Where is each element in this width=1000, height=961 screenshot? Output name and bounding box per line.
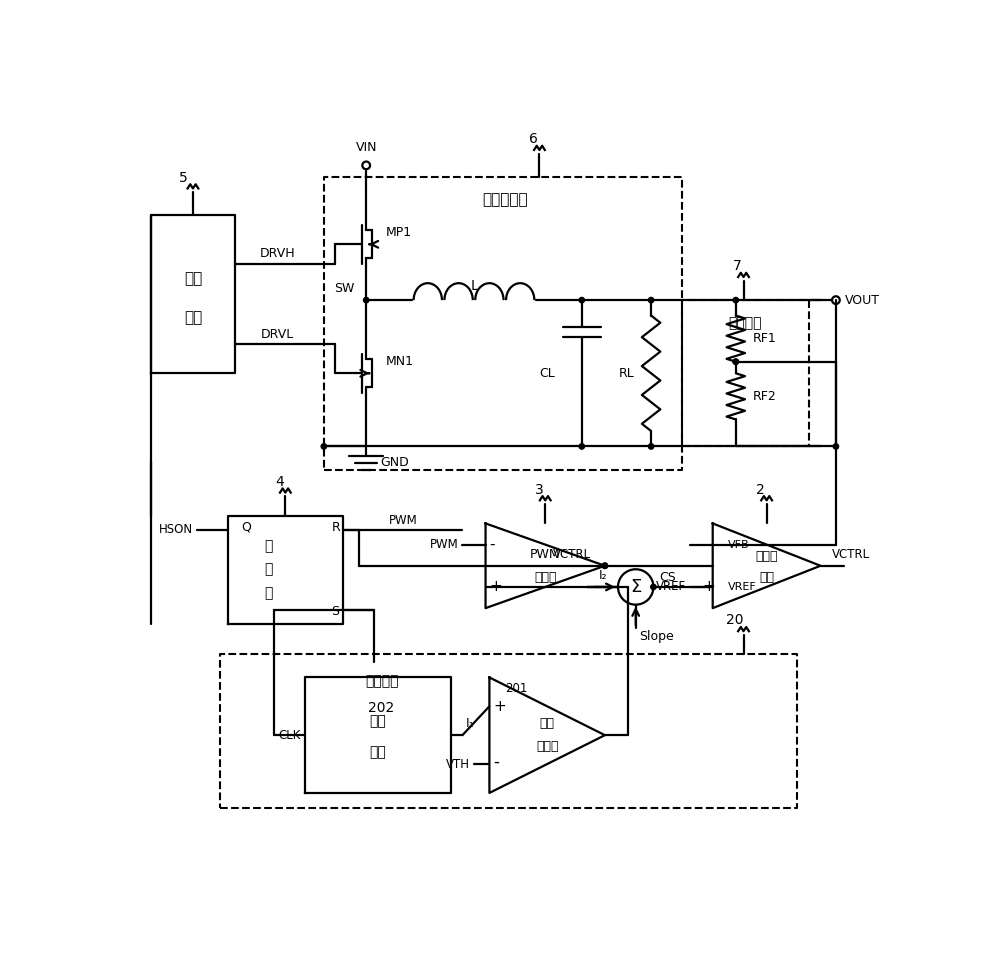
Text: I₁: I₁	[466, 717, 474, 730]
Text: 电路: 电路	[369, 746, 386, 759]
Polygon shape	[713, 524, 820, 608]
Text: 202: 202	[368, 702, 395, 715]
Text: VCTRL: VCTRL	[832, 548, 870, 560]
Text: 5: 5	[179, 171, 188, 185]
Text: 3: 3	[535, 482, 543, 497]
Text: 锁: 锁	[264, 539, 272, 553]
Text: L: L	[470, 280, 478, 293]
Circle shape	[733, 359, 738, 364]
Polygon shape	[489, 678, 605, 793]
Text: -: -	[710, 537, 715, 553]
Circle shape	[579, 444, 584, 449]
Text: CL: CL	[539, 367, 555, 380]
Text: SW: SW	[334, 283, 355, 295]
Circle shape	[648, 297, 654, 303]
Circle shape	[602, 563, 608, 569]
Text: MP1: MP1	[385, 226, 412, 239]
Circle shape	[364, 297, 369, 303]
Text: 驱动: 驱动	[184, 271, 202, 286]
Text: VREF: VREF	[728, 582, 757, 592]
Circle shape	[602, 563, 608, 569]
Text: DRVH: DRVH	[260, 247, 295, 260]
Text: 6: 6	[529, 133, 538, 146]
Text: 时钟: 时钟	[369, 714, 386, 728]
Text: DRVL: DRVL	[261, 328, 294, 340]
Text: 误差放: 误差放	[755, 550, 778, 563]
Circle shape	[833, 444, 839, 449]
Circle shape	[651, 584, 656, 590]
Text: PWM: PWM	[430, 538, 459, 551]
Circle shape	[321, 444, 327, 449]
Text: 电路: 电路	[184, 310, 202, 326]
Text: Q: Q	[241, 521, 251, 533]
Text: RF1: RF1	[753, 333, 776, 345]
Text: CS: CS	[660, 571, 676, 584]
Text: -: -	[489, 537, 495, 553]
Text: GND: GND	[380, 456, 409, 469]
Text: +: +	[702, 579, 715, 595]
Text: I₂: I₂	[598, 569, 607, 582]
Text: VTH: VTH	[446, 757, 470, 771]
Text: VFB: VFB	[728, 539, 750, 550]
Text: +: +	[489, 579, 502, 595]
Text: 比较器: 比较器	[534, 571, 556, 584]
Text: +: +	[493, 699, 506, 714]
Text: RL: RL	[618, 367, 634, 380]
Text: PWM: PWM	[388, 514, 417, 527]
Text: S: S	[332, 605, 340, 619]
Text: 7: 7	[733, 259, 742, 273]
Text: VCTRL: VCTRL	[553, 548, 591, 560]
Text: 4: 4	[275, 475, 284, 489]
Text: RF2: RF2	[753, 390, 776, 403]
Text: -: -	[493, 752, 499, 771]
Text: 器: 器	[264, 586, 272, 601]
Text: CLK: CLK	[278, 728, 301, 742]
Text: 20: 20	[726, 613, 743, 628]
Text: VREF: VREF	[656, 580, 686, 594]
Text: 降频电路: 降频电路	[365, 675, 398, 688]
Text: VOUT: VOUT	[845, 294, 880, 307]
Polygon shape	[486, 524, 605, 608]
Text: 反馈电路: 反馈电路	[728, 316, 762, 331]
Text: VIN: VIN	[355, 141, 377, 154]
Text: 充放电电路: 充放电电路	[482, 192, 528, 208]
Text: 放大器: 放大器	[536, 740, 558, 753]
Circle shape	[733, 359, 738, 364]
Circle shape	[648, 444, 654, 449]
Text: R: R	[332, 521, 340, 533]
Text: Σ: Σ	[630, 578, 641, 596]
Text: Slope: Slope	[640, 630, 674, 644]
Text: 2: 2	[756, 482, 765, 497]
Text: HSON: HSON	[159, 523, 193, 536]
Circle shape	[733, 297, 738, 303]
Text: 201: 201	[505, 682, 527, 696]
Text: 大器: 大器	[759, 571, 774, 584]
Text: 存: 存	[264, 562, 272, 577]
Text: 跨导: 跨导	[540, 717, 555, 730]
Circle shape	[579, 297, 584, 303]
Text: MN1: MN1	[385, 356, 413, 368]
Text: PWM: PWM	[530, 548, 561, 560]
